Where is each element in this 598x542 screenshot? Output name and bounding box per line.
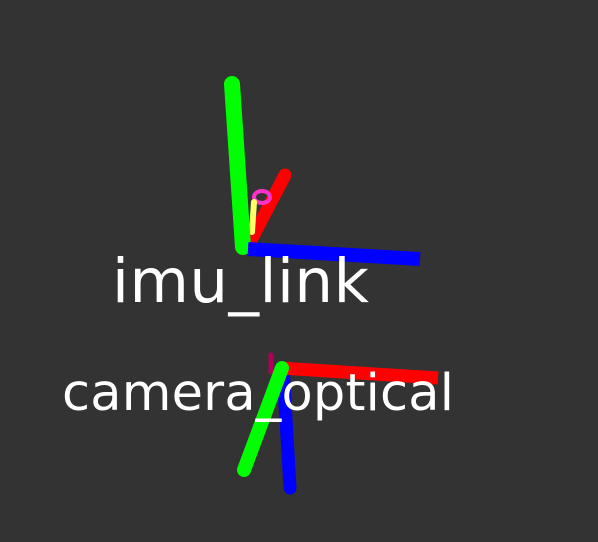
imu-link-arrow — [249, 199, 257, 235]
camera-y-axis — [237, 361, 289, 477]
camera-z-axis — [276, 361, 297, 495]
imu-parent-link-marker — [252, 189, 272, 205]
imu-x-axis — [241, 168, 292, 253]
imu-y-axis — [224, 76, 251, 255]
imu-link-frame — [224, 76, 421, 266]
imu-z-axis — [247, 242, 421, 266]
camera-x-axis — [279, 361, 439, 385]
camera-optical-frame — [237, 352, 439, 495]
